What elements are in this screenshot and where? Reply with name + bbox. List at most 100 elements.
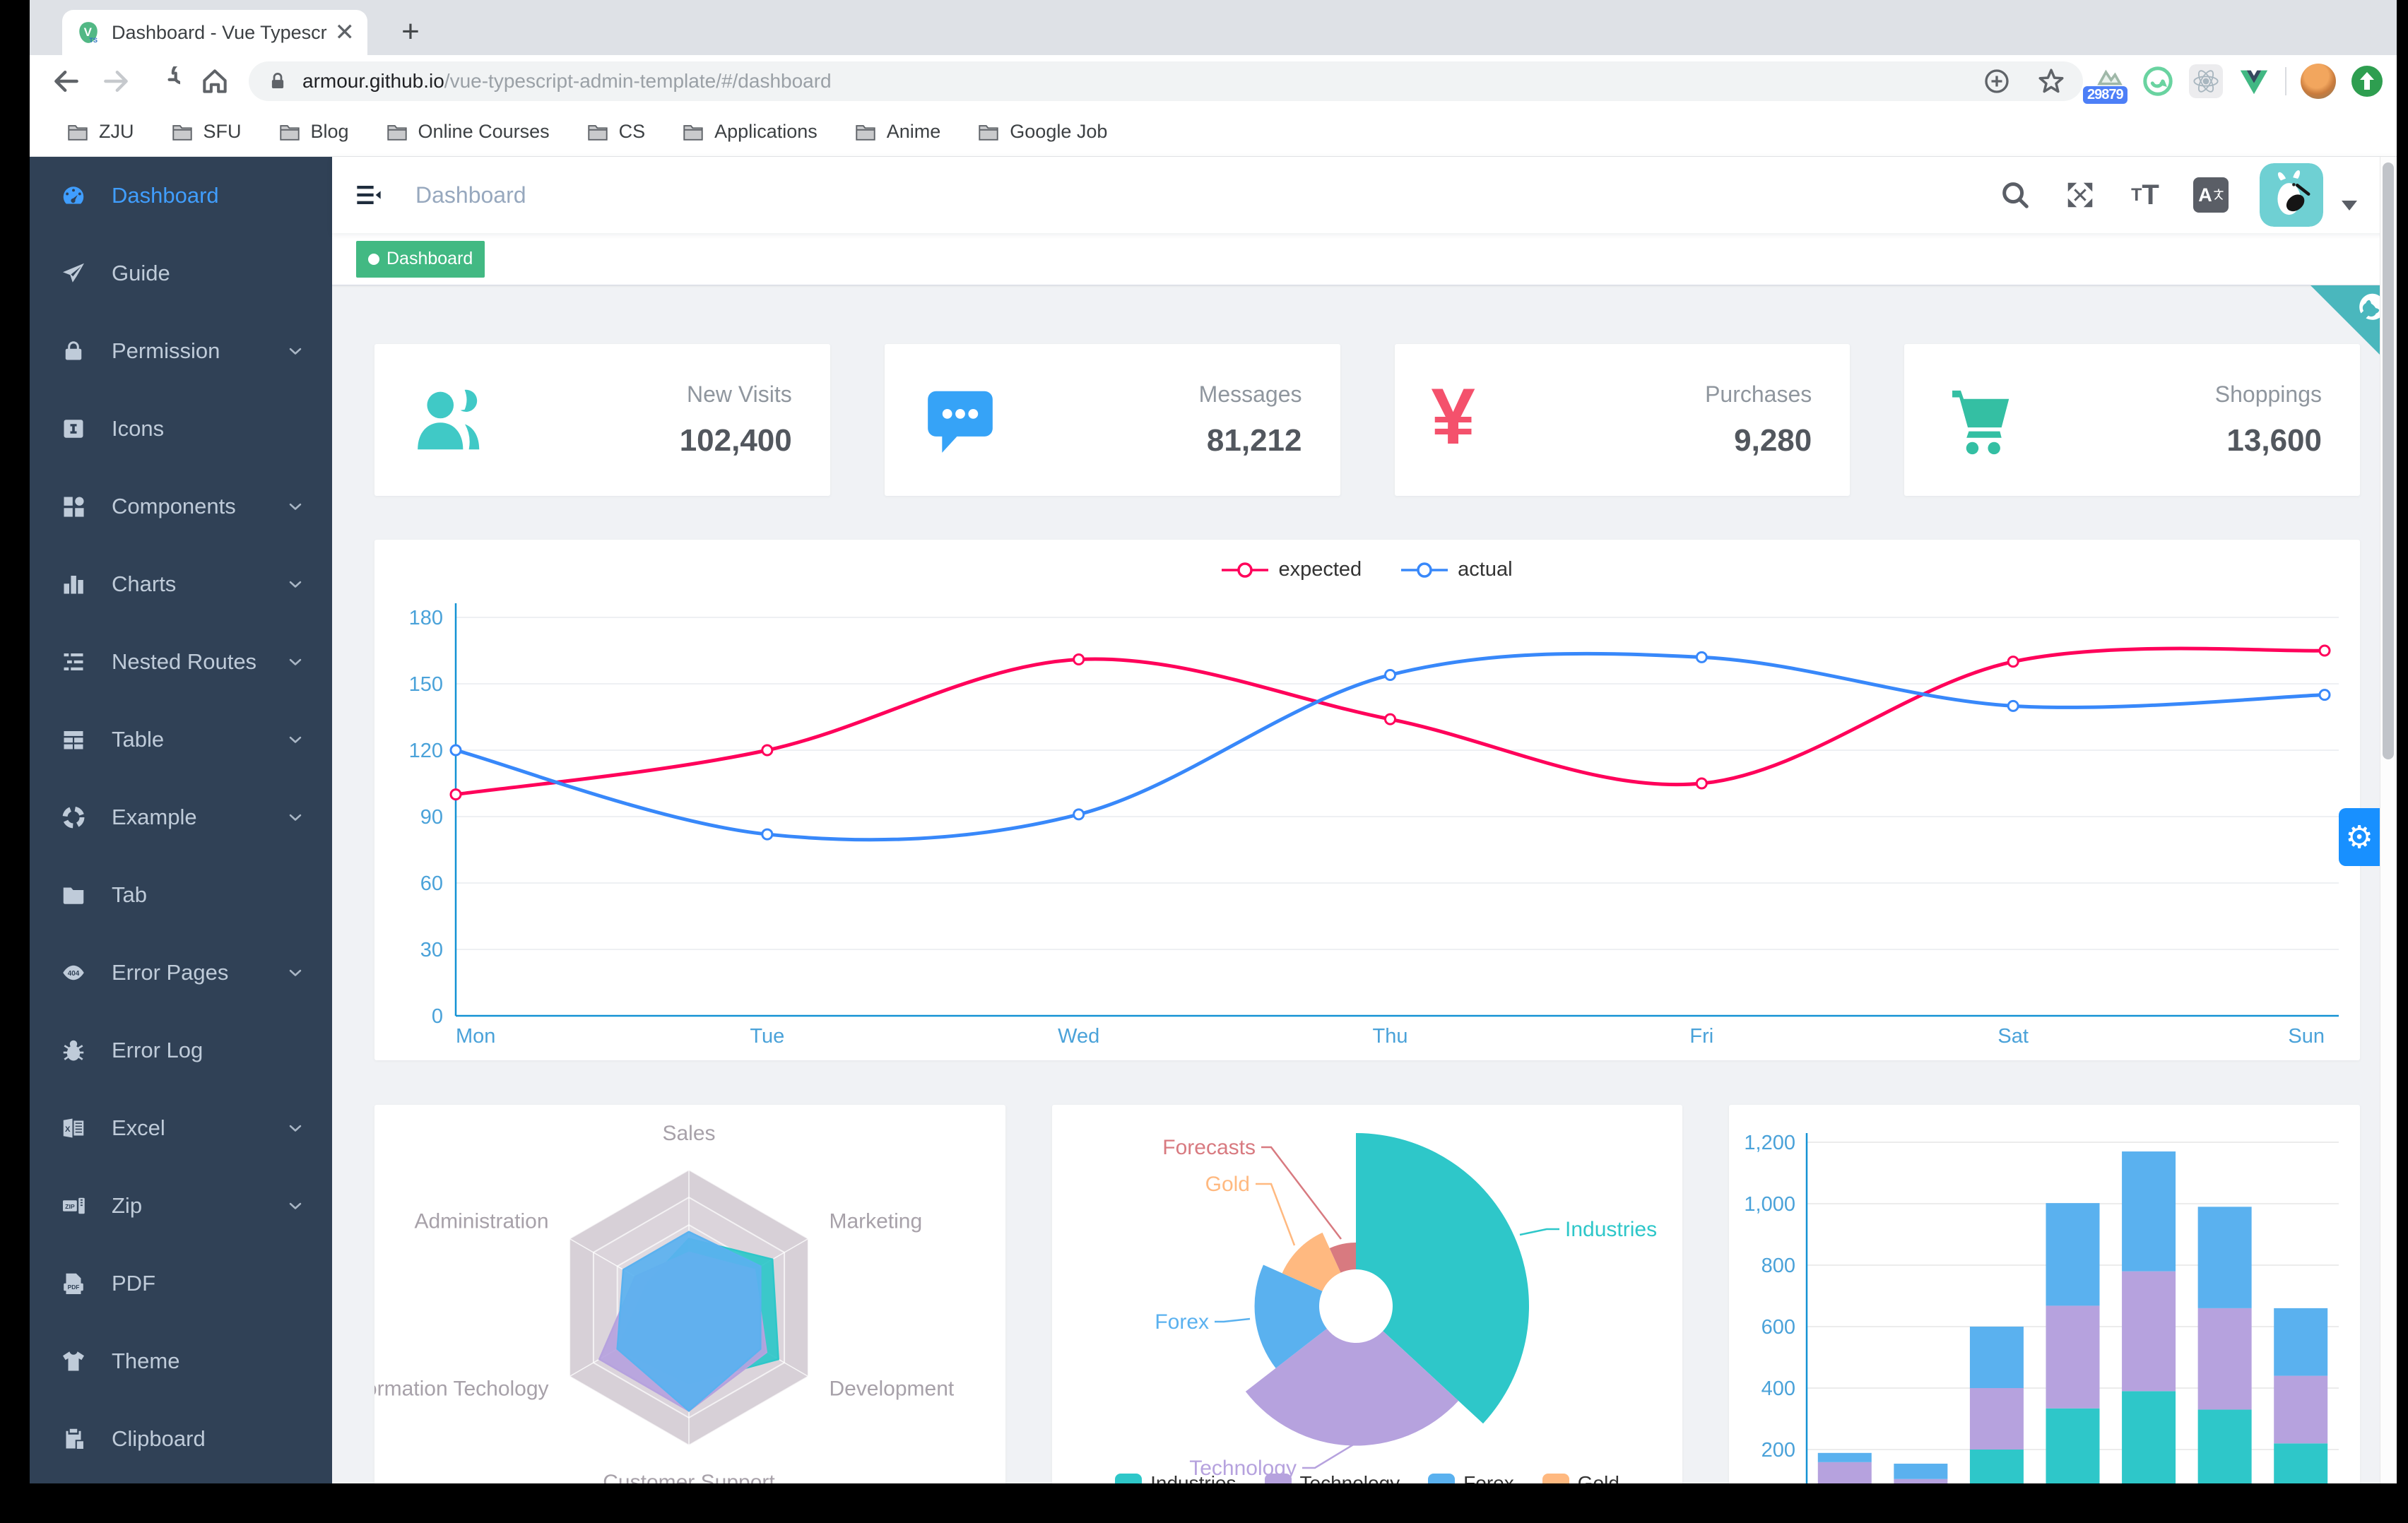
icons-icon bbox=[61, 416, 86, 442]
pie-legend-item-gold[interactable]: Gold bbox=[1542, 1472, 1619, 1483]
stat-card-new-visits[interactable]: New Visits 102,400 bbox=[374, 344, 830, 496]
svg-text:600: 600 bbox=[1761, 1316, 1795, 1339]
search-icon[interactable] bbox=[1998, 178, 2032, 212]
bookmark-item-sfu[interactable]: SFU bbox=[171, 121, 242, 143]
line-chart[interactable]: 0 30 60 90 120 150 180 Mon Tue Wed Thu Fri Sat Sun bbox=[374, 540, 2360, 1060]
sidebar-item-label: Theme bbox=[112, 1349, 180, 1373]
svg-text:Fri: Fri bbox=[1689, 1025, 1713, 1048]
sidebar-item-label: Components bbox=[112, 494, 236, 518]
new-tab-button[interactable]: + bbox=[401, 14, 420, 49]
svg-text:90: 90 bbox=[420, 806, 443, 829]
sidebar-item-tab[interactable]: Tab bbox=[30, 856, 332, 934]
sidebar-item-label: Zip bbox=[112, 1193, 143, 1218]
svg-text:PDF: PDF bbox=[68, 1284, 80, 1291]
scrollbar-thumb[interactable] bbox=[2383, 162, 2394, 759]
sidebar-item-nested-routes[interactable]: Nested Routes bbox=[30, 623, 332, 701]
legend-chip bbox=[1264, 1474, 1292, 1483]
sidebar-item-permission[interactable]: Permission bbox=[30, 312, 332, 390]
folder-icon bbox=[586, 122, 609, 142]
radar-chart-card: Sales Administration Information Techology… bbox=[374, 1105, 1005, 1483]
bookmark-label: SFU bbox=[203, 121, 242, 142]
home-icon[interactable] bbox=[195, 61, 235, 101]
components-icon bbox=[61, 494, 86, 519]
pie-legend-item-forex[interactable]: Forex bbox=[1428, 1472, 1514, 1483]
bookmark-item-online-courses[interactable]: Online Courses bbox=[386, 121, 550, 143]
sidebar-item-excel[interactable]: X Excel bbox=[30, 1089, 332, 1167]
bookmark-item-zju[interactable]: ZJU bbox=[66, 121, 134, 143]
svg-text:200: 200 bbox=[1761, 1439, 1795, 1462]
legend-item-actual[interactable]: actual bbox=[1401, 558, 1513, 581]
forward-icon[interactable] bbox=[96, 61, 136, 101]
chevron-down-icon[interactable] bbox=[2342, 201, 2357, 211]
folder-icon bbox=[61, 882, 86, 908]
svg-text:120: 120 bbox=[409, 740, 443, 762]
fullscreen-icon[interactable] bbox=[2063, 178, 2097, 212]
back-icon[interactable] bbox=[47, 61, 86, 101]
url-bar[interactable]: armour.github.io/vue-typescript-admin-te… bbox=[249, 61, 2083, 101]
tab-close-icon[interactable]: ✕ bbox=[334, 19, 355, 46]
sidebar-item-example[interactable]: Example bbox=[30, 778, 332, 856]
bar-chart[interactable]: 200 400 600 800 1,000 1,200 bbox=[1729, 1105, 2360, 1483]
mail-extension-icon[interactable]: 29879 bbox=[2083, 64, 2127, 104]
legend-chip bbox=[1115, 1474, 1143, 1483]
react-extension-icon[interactable] bbox=[2189, 64, 2223, 98]
legend-item-expected[interactable]: expected bbox=[1222, 558, 1362, 581]
svg-text:Marketing: Marketing bbox=[829, 1210, 922, 1233]
hamburger-icon[interactable] bbox=[353, 181, 384, 209]
pie-chart[interactable]: Industries Technology Forex Gold Forecasts bbox=[1052, 1105, 1683, 1483]
pie-legend-item-industries[interactable]: Industries bbox=[1115, 1472, 1237, 1483]
bookmark-item-anime[interactable]: Anime bbox=[854, 121, 940, 143]
svg-text:400: 400 bbox=[1761, 1377, 1795, 1400]
sidebar-item-components[interactable]: Components bbox=[30, 468, 332, 545]
stat-card-messages[interactable]: Messages 81,212 bbox=[884, 344, 1340, 496]
sidebar-item-charts[interactable]: Charts bbox=[30, 545, 332, 623]
sidebar-item-label: Table bbox=[112, 727, 165, 752]
sidebar-item-error-log[interactable]: Error Log bbox=[30, 1012, 332, 1089]
tab-title: Dashboard - Vue Typescript Ad bbox=[112, 21, 328, 43]
radar-chart[interactable]: Sales Administration Information Techology… bbox=[374, 1105, 1005, 1483]
stat-card-shoppings[interactable]: Shoppings 13,600 bbox=[1904, 344, 2360, 496]
circle-arrow-extension-icon[interactable] bbox=[2141, 64, 2175, 98]
folder-icon bbox=[171, 122, 194, 142]
pie-legend-item-technology[interactable]: Technology bbox=[1264, 1472, 1400, 1483]
bookmark-label: Online Courses bbox=[418, 121, 550, 142]
translate-icon[interactable]: A bbox=[2193, 177, 2229, 213]
stat-value: 9,280 bbox=[1734, 423, 1812, 458]
bookmark-item-blog[interactable]: Blog bbox=[278, 121, 349, 143]
svg-text:150: 150 bbox=[409, 673, 443, 696]
bookmark-item-applications[interactable]: Applications bbox=[682, 121, 818, 143]
svg-text:1,000: 1,000 bbox=[1745, 1193, 1796, 1216]
update-extension-icon[interactable] bbox=[2350, 64, 2384, 98]
svg-text:404: 404 bbox=[68, 970, 80, 978]
stat-title: New Visits bbox=[686, 381, 792, 407]
bookmark-item-google-job[interactable]: Google Job bbox=[977, 121, 1107, 143]
tag-dashboard[interactable]: Dashboard bbox=[356, 240, 485, 278]
sidebar-item-icons[interactable]: Icons bbox=[30, 390, 332, 468]
browser-profile-avatar[interactable] bbox=[2301, 64, 2336, 99]
bookmark-star-icon[interactable] bbox=[2036, 66, 2066, 96]
user-avatar[interactable] bbox=[2260, 163, 2323, 227]
sidebar-item-error-pages[interactable]: 404 Error Pages bbox=[30, 934, 332, 1012]
bug-icon bbox=[61, 1038, 86, 1063]
tags-view-bar: Dashboard bbox=[332, 233, 2397, 285]
sidebar-item-zip[interactable]: ZIP Zip bbox=[30, 1167, 332, 1245]
vue-extension-icon[interactable] bbox=[2237, 64, 2271, 98]
breadcrumb[interactable]: Dashboard bbox=[415, 182, 526, 208]
reload-icon[interactable] bbox=[146, 61, 185, 101]
sidebar-item-dashboard[interactable]: Dashboard bbox=[30, 157, 332, 235]
bookmark-item-cs[interactable]: CS bbox=[586, 121, 645, 143]
svg-text:Sat: Sat bbox=[1997, 1025, 2029, 1048]
settings-gear-button[interactable]: ⚙ bbox=[2339, 808, 2380, 866]
zip-icon: ZIP bbox=[61, 1193, 86, 1219]
stat-card-purchases[interactable]: ¥ Purchases 9,280 bbox=[1394, 344, 1851, 496]
scrollbar[interactable] bbox=[2380, 157, 2397, 1483]
zoom-plus-icon[interactable] bbox=[1983, 67, 2011, 95]
sidebar-item-guide[interactable]: Guide bbox=[30, 235, 332, 312]
sidebar-item-clipboard[interactable]: Clipboard bbox=[30, 1400, 332, 1478]
sidebar-item-table[interactable]: Table bbox=[30, 701, 332, 778]
sidebar-item-label: Example bbox=[112, 805, 197, 829]
browser-tab[interactable]: V TS Dashboard - Vue Typescript Ad ✕ bbox=[62, 10, 367, 55]
sidebar-item-pdf[interactable]: PDF PDF bbox=[30, 1245, 332, 1322]
sidebar-item-theme[interactable]: Theme bbox=[30, 1322, 332, 1400]
